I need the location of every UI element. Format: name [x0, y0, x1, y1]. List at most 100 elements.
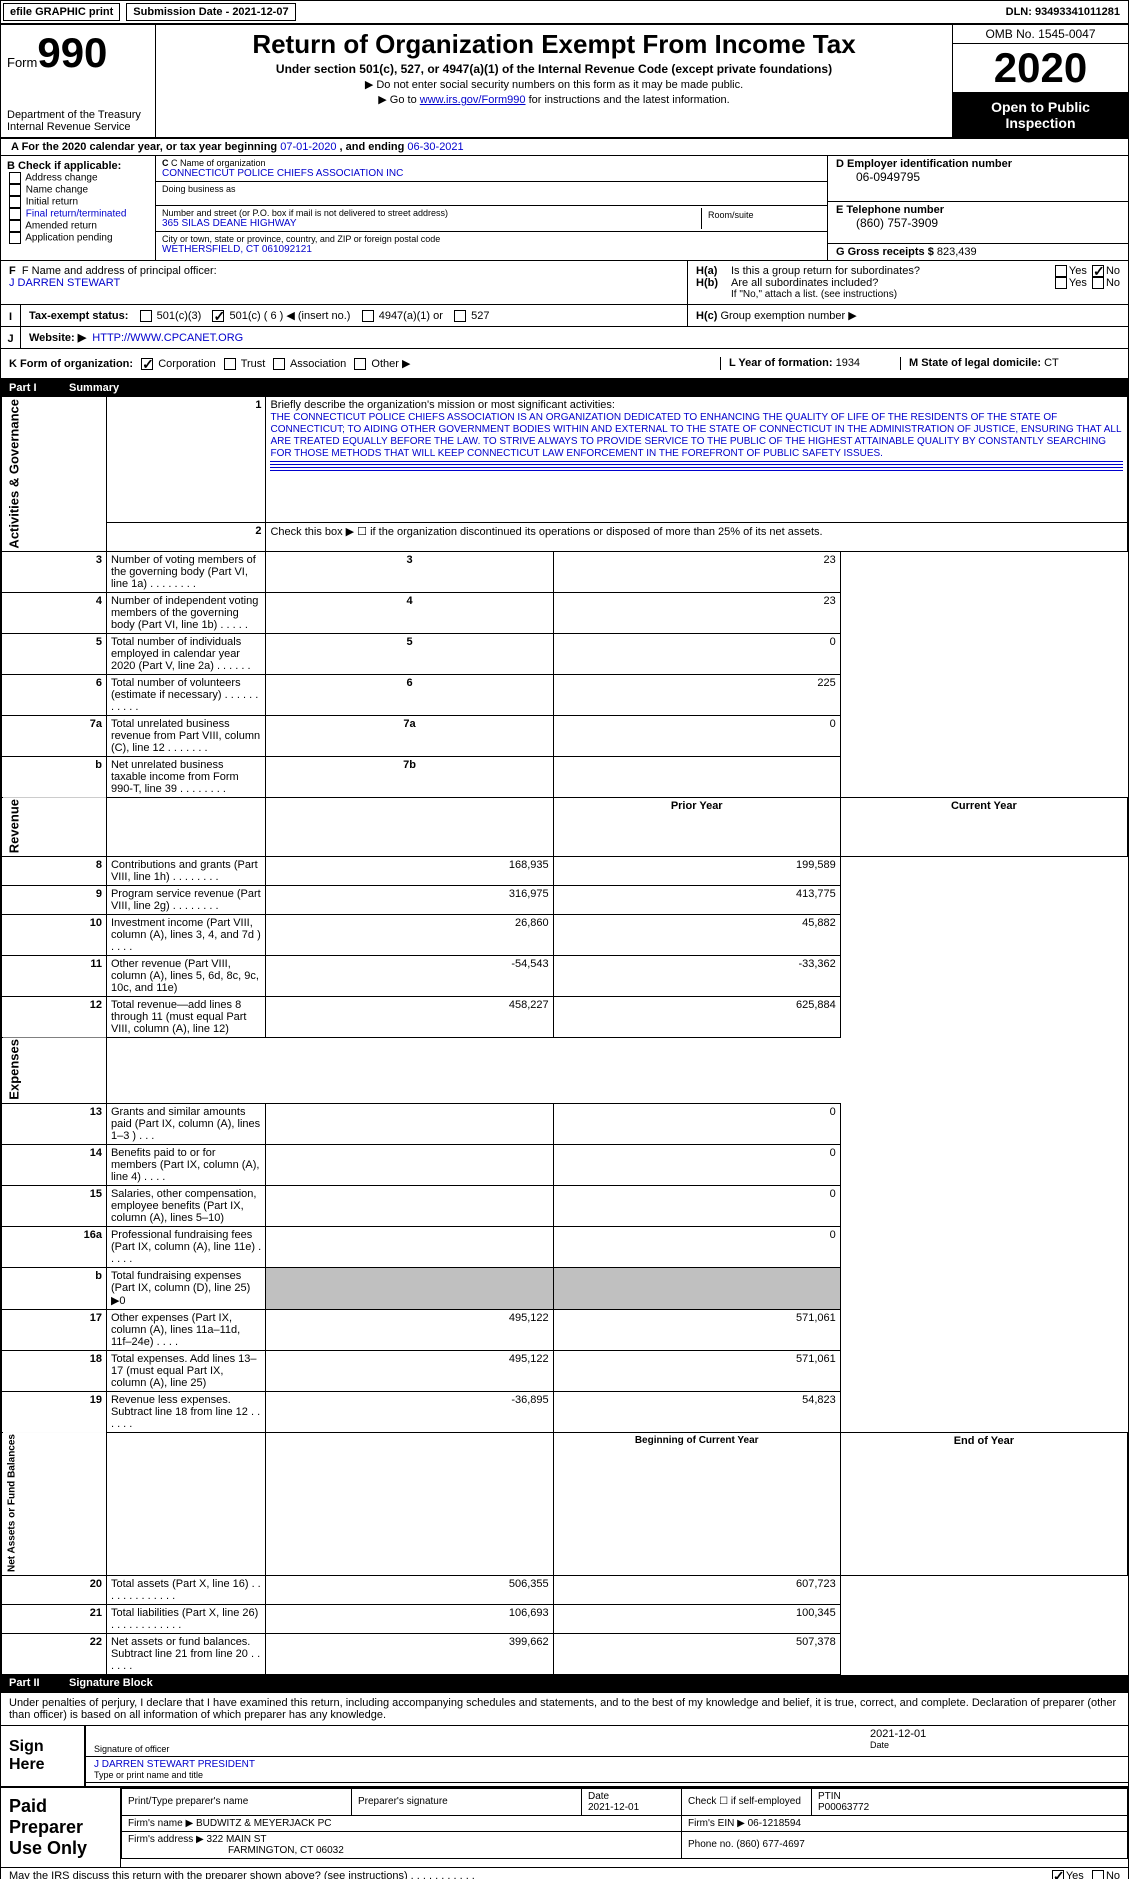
- form-title: Return of Organization Exempt From Incom…: [166, 29, 942, 60]
- addr-cell: Number and street (or P.O. box if mail i…: [162, 208, 701, 229]
- header-row: Form990 Department of the Treasury Inter…: [1, 25, 1128, 139]
- top-bar: efile GRAPHIC print Submission Date - 20…: [1, 1, 1128, 25]
- sig-line1: Signature of officer 2021-12-01 Date: [86, 1726, 1128, 1757]
- cb-4947[interactable]: [362, 310, 374, 322]
- checkbox-initial[interactable]: [9, 196, 21, 208]
- paid-hdr-print: Print/Type preparer's name: [122, 1788, 352, 1815]
- line1-label: Briefly describe the organization's miss…: [270, 399, 614, 411]
- header-left: Form990 Department of the Treasury Inter…: [1, 25, 156, 137]
- may-no-checkbox[interactable]: [1092, 1870, 1104, 1879]
- cb-527[interactable]: [454, 310, 466, 322]
- l-label: L Year of formation:: [729, 357, 833, 369]
- k-label: K Form of organization:: [9, 358, 133, 370]
- paid-hdr-sig: Preparer's signature: [352, 1788, 582, 1815]
- street-addr: 365 SILAS DEANE HIGHWAY: [162, 218, 701, 229]
- side-netassets: Net Assets or Fund Balances: [2, 1432, 107, 1575]
- b-item-0: Address change: [7, 172, 149, 184]
- header-mid: Return of Organization Exempt From Incom…: [156, 25, 953, 137]
- paid-row: Paid Preparer Use Only Print/Type prepar…: [1, 1786, 1128, 1867]
- section-j: Website: ▶ HTTP://WWW.CPCANET.ORG: [21, 327, 1128, 348]
- dln: DLN: 93493341011281: [1006, 6, 1126, 18]
- side-expenses: Expenses: [2, 1037, 107, 1103]
- firm-ein-cell: Firm's EIN ▶ 06-1218594: [682, 1815, 1128, 1831]
- k-row: K Form of organization: Corporation Trus…: [1, 349, 1128, 380]
- cb-other[interactable]: [354, 358, 366, 370]
- checkbox-final[interactable]: [9, 208, 21, 220]
- period-begin: 07-01-2020: [280, 141, 336, 153]
- omb-number: OMB No. 1545-0047: [953, 25, 1128, 44]
- web-row: J Website: ▶ HTTP://WWW.CPCANET.ORG: [1, 327, 1128, 349]
- phone: (860) 757-3909: [836, 216, 1120, 230]
- sig-line2: J DARREN STEWART PRESIDENT Type or print…: [86, 1757, 1128, 1783]
- section-m: M State of legal domicile: CT: [900, 357, 1120, 370]
- sig-date-cell: 2021-12-01 Date: [870, 1728, 1120, 1754]
- website-url: HTTP://WWW.CPCANET.ORG: [92, 332, 243, 344]
- line1-num: 1: [106, 397, 266, 523]
- part1-header: Part I Summary: [1, 380, 1128, 396]
- cb-501c3[interactable]: [140, 310, 152, 322]
- hb-yes-checkbox[interactable]: [1055, 277, 1067, 289]
- tax-year: 2020: [953, 44, 1128, 93]
- j-label: J: [1, 327, 21, 348]
- i-label: I: [1, 305, 21, 326]
- section-g: G Gross receipts $ 823,439: [828, 244, 1128, 260]
- cb-assoc[interactable]: [273, 358, 285, 370]
- d-label: D Employer identification number: [836, 158, 1120, 170]
- may-irs-text: May the IRS discuss this return with the…: [9, 1870, 1050, 1879]
- hdr-curr: Current Year: [840, 797, 1127, 856]
- rev-hdr-blank: [106, 797, 266, 856]
- paid-check-cell: Check ☐ if self-employed: [682, 1788, 812, 1815]
- paid-ptin-cell: PTINP00063772: [812, 1788, 1128, 1815]
- addr-label: Number and street (or P.O. box if mail i…: [162, 208, 701, 218]
- firm-name-cell: Firm's name ▶ BUDWITZ & MEYERJACK PC: [122, 1815, 682, 1831]
- gross-receipts: 823,439: [937, 246, 977, 258]
- part2-title: Signature Block: [69, 1677, 153, 1689]
- tax-row: I Tax-exempt status: 501(c)(3) 501(c) ( …: [1, 305, 1128, 327]
- note2-post: for instructions and the latest informat…: [526, 94, 730, 106]
- room-suite: Room/suite: [701, 208, 821, 229]
- section-d: D Employer identification number 06-0949…: [828, 156, 1128, 202]
- ha-no-checkbox[interactable]: [1092, 265, 1104, 277]
- submission-date: Submission Date - 2021-12-07: [126, 3, 295, 21]
- checkbox-app-pending[interactable]: [9, 232, 21, 244]
- part1-num: Part I: [9, 382, 69, 394]
- form-num: 990: [37, 29, 107, 76]
- sig-date-val: 2021-12-01: [870, 1728, 1120, 1740]
- sig-officer-cell: Signature of officer: [94, 1728, 870, 1754]
- efile-badge: efile GRAPHIC print: [3, 3, 120, 21]
- m-label: M State of legal domicile:: [909, 357, 1041, 369]
- sig-name-cell: J DARREN STEWART PRESIDENT Type or print…: [94, 1759, 1120, 1780]
- hb-text: Are all subordinates included?: [731, 277, 1053, 289]
- part1-title: Summary: [69, 382, 119, 394]
- dept-treasury: Department of the Treasury Internal Reve…: [7, 109, 149, 133]
- type-name-label: Type or print name and title: [94, 1770, 1120, 1780]
- h-b: H(b) Are all subordinates included? Yes …: [696, 277, 1120, 289]
- paid-preparer-label: Paid Preparer Use Only: [1, 1788, 121, 1867]
- ha-yes-checkbox[interactable]: [1055, 265, 1067, 277]
- id-right: D Employer identification number 06-0949…: [828, 156, 1128, 260]
- cb-501c[interactable]: [212, 310, 224, 322]
- line2-num: 2: [106, 523, 266, 552]
- net-hdr-blank: [106, 1432, 266, 1575]
- form-note1: ▶ Do not enter social security numbers o…: [166, 78, 942, 91]
- checkbox-addr-change[interactable]: [9, 172, 21, 184]
- section-h: H(a) Is this a group return for subordin…: [688, 261, 1128, 304]
- sig-block: Under penalties of perjury, I declare th…: [1, 1691, 1128, 1879]
- hb-no-checkbox[interactable]: [1092, 277, 1104, 289]
- irs-link[interactable]: www.irs.gov/Form990: [420, 94, 526, 106]
- cb-trust[interactable]: [224, 358, 236, 370]
- sign-right: Signature of officer 2021-12-01 Date J D…: [86, 1726, 1128, 1786]
- f-label: F F Name and address of principal office…: [9, 265, 679, 277]
- cb-corp[interactable]: [141, 358, 153, 370]
- city-val: WETHERSFIELD, CT 061092121: [162, 244, 821, 255]
- may-yes-checkbox[interactable]: [1052, 1870, 1064, 1879]
- officer-name: J DARREN STEWART: [9, 277, 679, 289]
- form-label: Form: [7, 55, 37, 70]
- section-f: F F Name and address of principal office…: [1, 261, 688, 304]
- hdr-end: End of Year: [840, 1432, 1127, 1575]
- checkbox-name-change[interactable]: [9, 184, 21, 196]
- b-item-5: Application pending: [7, 232, 149, 244]
- checkbox-amended[interactable]: [9, 220, 21, 232]
- open-public: Open to Public Inspection: [953, 93, 1128, 137]
- paid-right: Print/Type preparer's name Preparer's si…: [121, 1788, 1128, 1867]
